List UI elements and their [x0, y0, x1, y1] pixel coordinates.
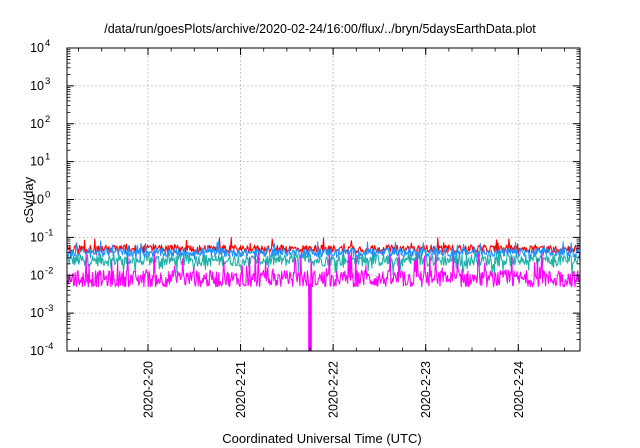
y-tick-exponent: -3 [45, 303, 53, 314]
y-tick-label: 10 [30, 117, 44, 131]
y-tick-label: 10 [30, 344, 44, 358]
y-tick-label: 10 [30, 41, 44, 55]
x-tick-label: 2020-2-21 [234, 361, 248, 418]
x-tick-label: 2020-2-20 [142, 361, 156, 418]
y-tick-exponent: 3 [45, 76, 50, 87]
x-axis-label: Coordinated Universal Time (UTC) [222, 431, 421, 446]
y-tick-exponent: -2 [45, 265, 53, 276]
x-tick-label: 2020-2-23 [419, 361, 433, 418]
series-line [66, 237, 581, 256]
series-line [66, 248, 581, 352]
chart-title: /data/run/goesPlots/archive/2020-02-24/1… [104, 22, 536, 36]
y-tick-exponent: 2 [45, 114, 50, 125]
series-line [66, 240, 581, 261]
y-tick-label: 10 [30, 155, 44, 169]
y-tick-exponent: 0 [45, 190, 50, 201]
data-series [66, 237, 581, 352]
y-tick-exponent: 1 [45, 152, 50, 163]
series-line [66, 248, 581, 276]
y-tick-label: 10 [30, 306, 44, 320]
y-tick-label: 10 [30, 79, 44, 93]
y-tick-label: 10 [30, 268, 44, 282]
x-tick-label: 2020-2-24 [512, 361, 526, 418]
y-tick-exponent: -1 [45, 227, 53, 238]
series-dropout-spike [308, 283, 312, 351]
y-tick-label: 10 [30, 193, 44, 207]
plot-frame [66, 47, 581, 352]
x-tick-label: 2020-2-22 [327, 361, 341, 418]
y-tick-exponent: 4 [45, 38, 50, 49]
y-axis-label: cSv/day [21, 176, 36, 223]
grid-lines [67, 48, 580, 351]
y-tick-exponent: -4 [45, 341, 53, 352]
y-tick-label: 10 [30, 230, 44, 244]
